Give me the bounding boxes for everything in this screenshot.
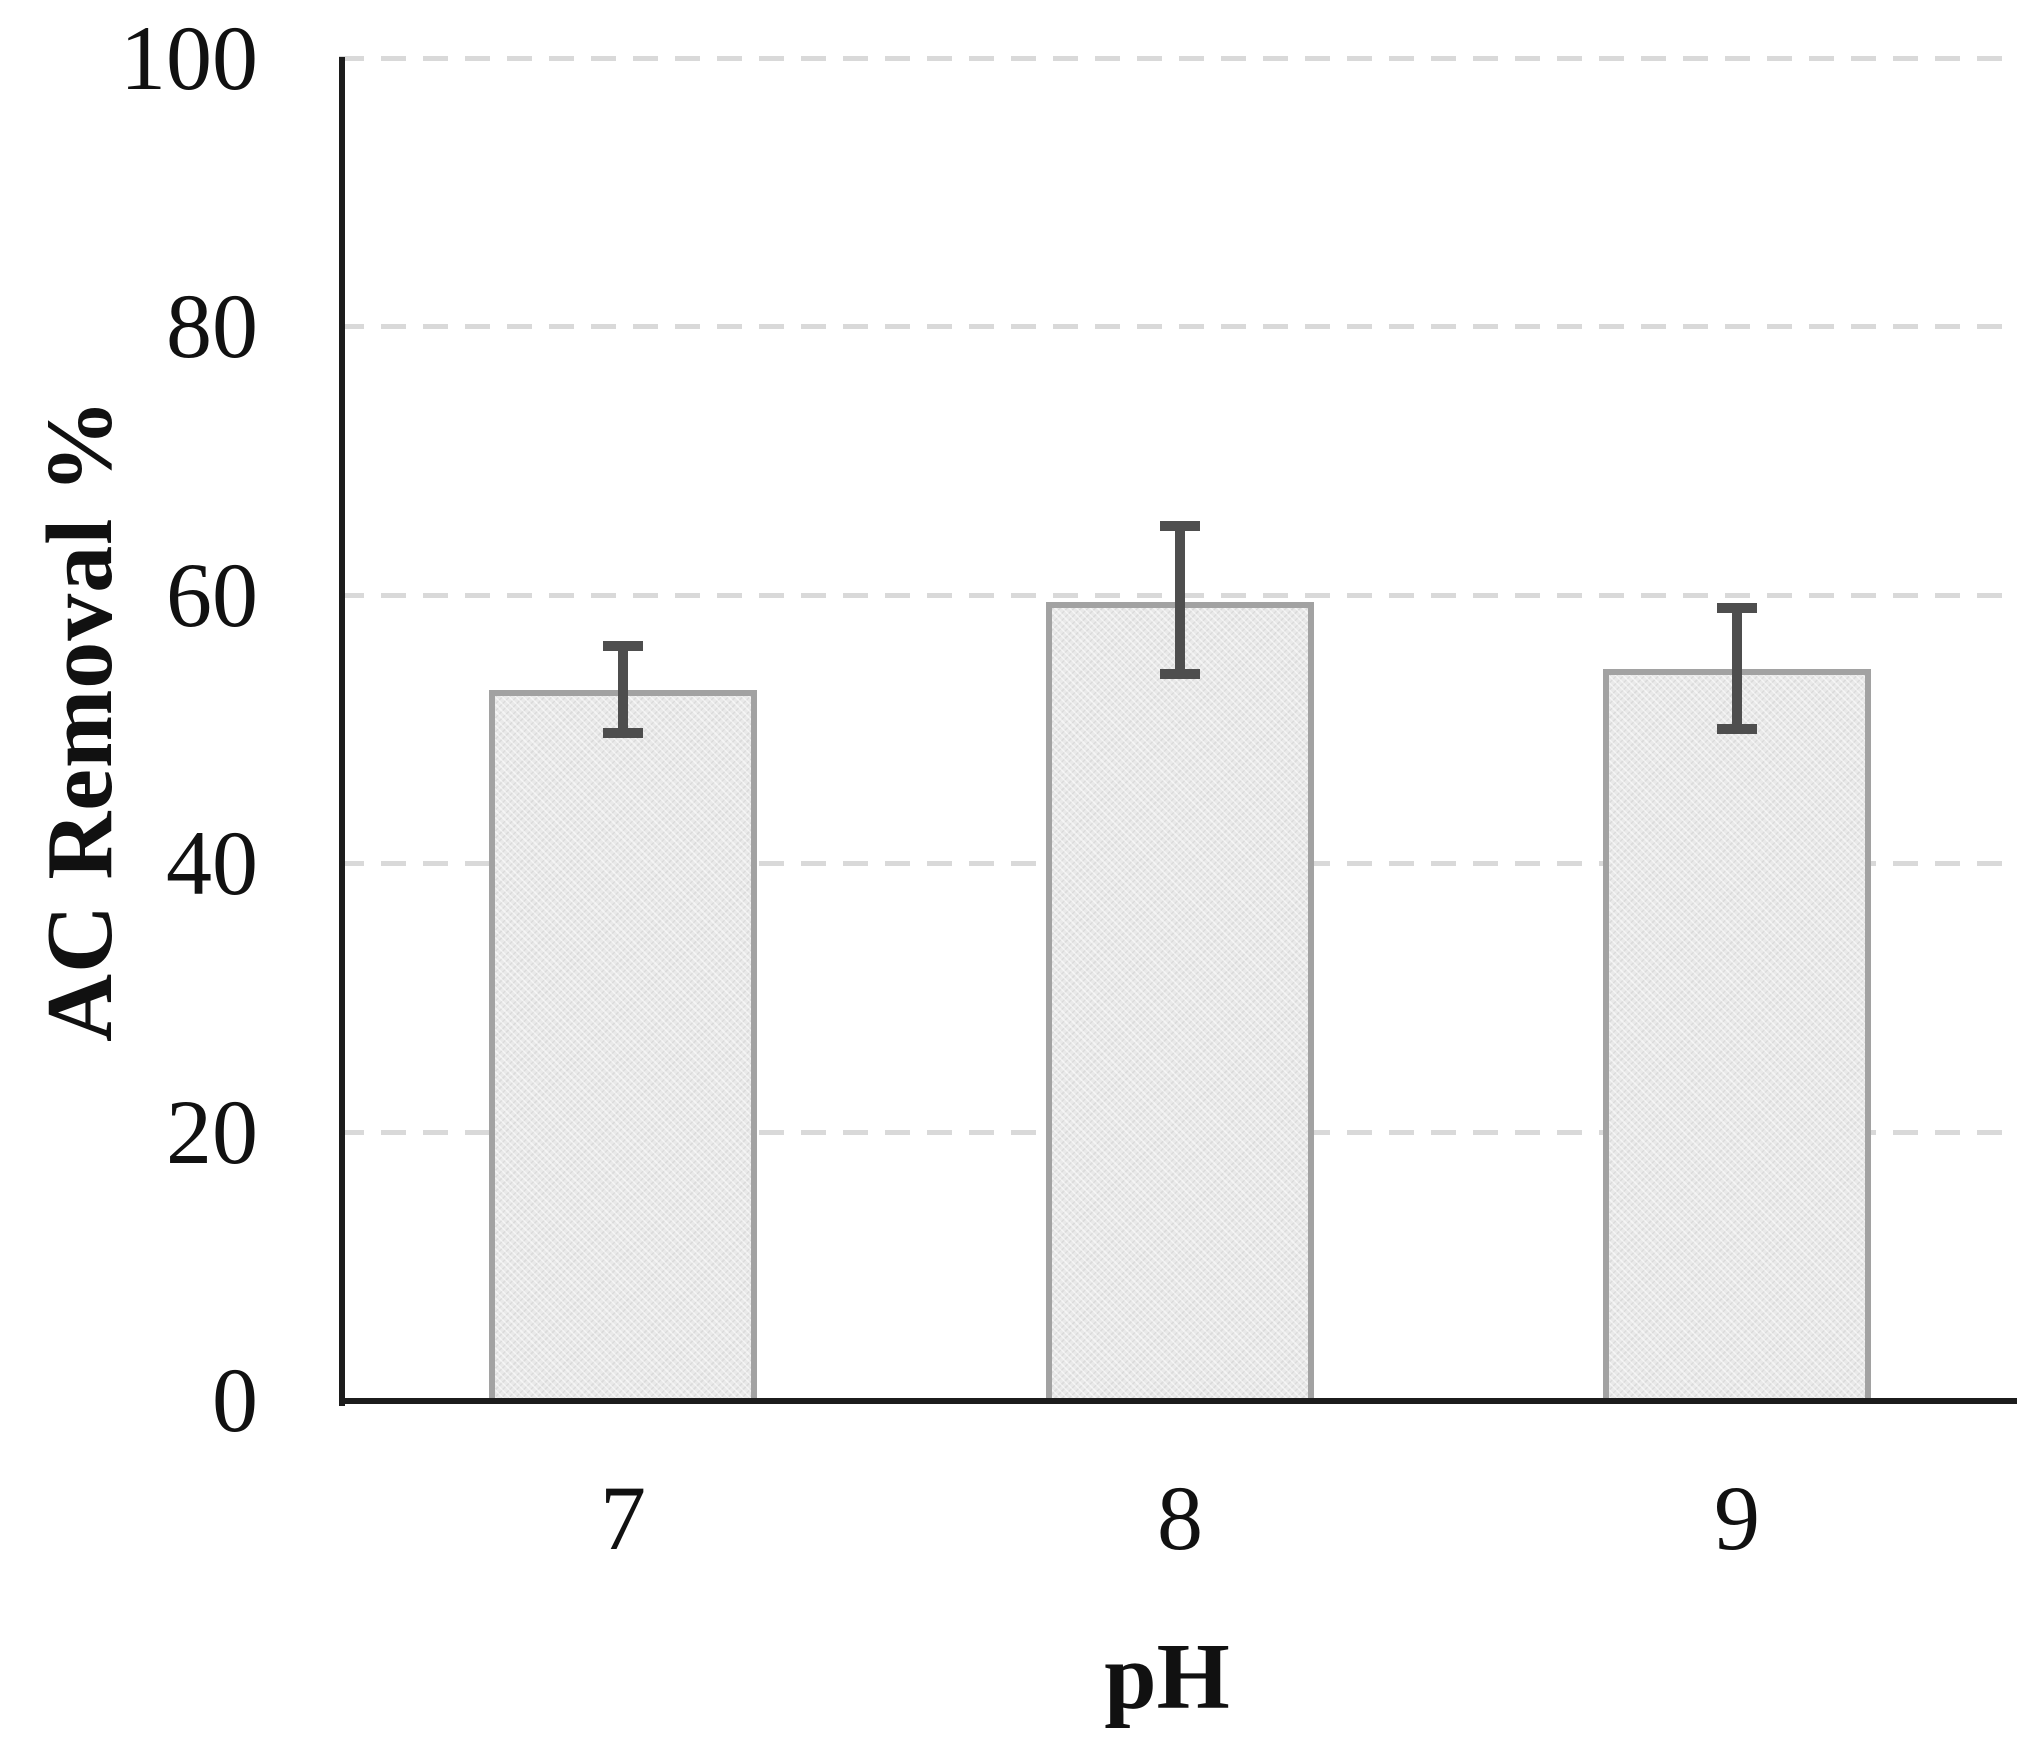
x-axis-line: [339, 1398, 2017, 1404]
x-tick-label-9: 9: [1714, 1467, 1760, 1569]
error-bar-line-ph7: [618, 646, 628, 733]
gridline-80: [339, 324, 2015, 329]
y-tick-label-20: 20: [166, 1081, 258, 1183]
bar-ph7: [489, 690, 757, 1404]
bar-ph8: [1046, 602, 1314, 1404]
y-axis-title: AC Removal %: [28, 398, 132, 1042]
y-tick-label-100: 100: [120, 7, 258, 109]
error-bar-line-ph9: [1732, 608, 1742, 729]
error-bar-top-cap-ph8: [1160, 521, 1200, 531]
error-bar-bottom-cap-ph7: [603, 728, 643, 738]
x-tick-label-7: 7: [600, 1467, 646, 1569]
x-tick-label-8: 8: [1157, 1467, 1203, 1569]
y-tick-label-60: 60: [166, 544, 258, 646]
y-tick-label-80: 80: [166, 275, 258, 377]
error-bar-bottom-cap-ph9: [1717, 724, 1757, 734]
error-bar-bottom-cap-ph8: [1160, 669, 1200, 679]
x-axis-title: pH: [1104, 1625, 1230, 1729]
error-bar-top-cap-ph7: [603, 641, 643, 651]
y-axis-line: [339, 57, 345, 1406]
error-bar-line-ph8: [1175, 526, 1185, 674]
y-tick-label-40: 40: [166, 812, 258, 914]
y-tick-label-0: 0: [212, 1349, 258, 1451]
bar-ph9: [1603, 669, 1871, 1404]
error-bar-top-cap-ph9: [1717, 603, 1757, 613]
gridline-100: [339, 56, 2015, 61]
